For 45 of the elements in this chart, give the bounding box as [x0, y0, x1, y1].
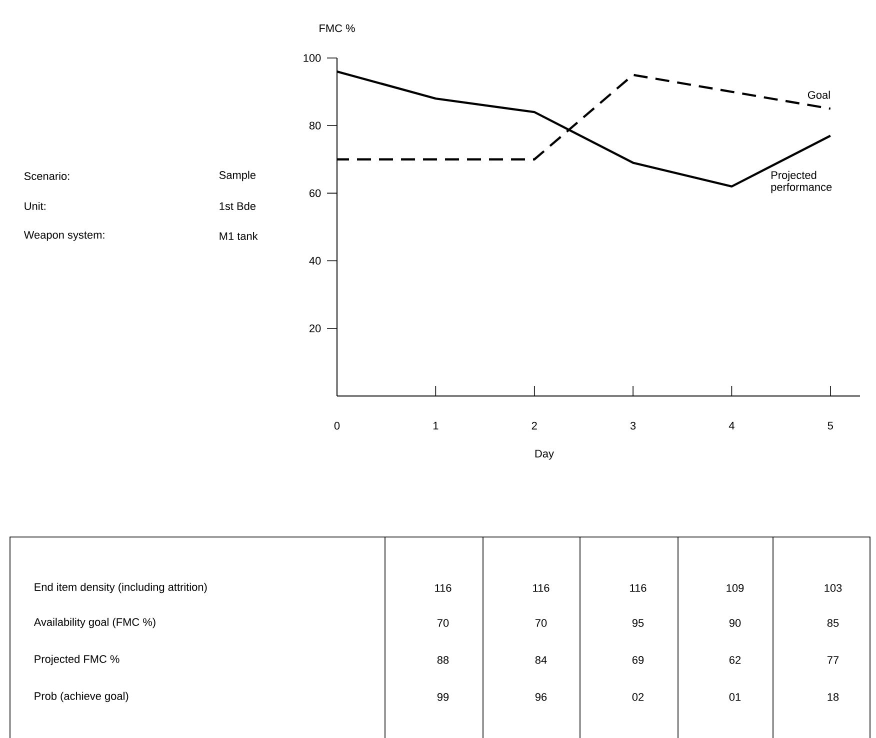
text: Projected FMC %	[34, 654, 120, 665]
y-axis-title: FMC %	[320, 24, 355, 32]
text: 90	[729, 618, 741, 627]
text: 69	[632, 656, 644, 664]
x-tick-label: 4	[728, 422, 734, 430]
y-tick-label: 80	[309, 122, 321, 130]
x-tick-label: 0	[334, 422, 340, 430]
text: 109	[726, 584, 744, 592]
text: Weapon system:	[24, 230, 104, 241]
text: 116	[533, 584, 550, 592]
x-tick-label: 2	[532, 422, 537, 430]
y-tick-label: 20	[310, 324, 321, 332]
x-tick-label: 5	[828, 422, 833, 430]
text: 96	[535, 692, 547, 701]
text: 88	[437, 656, 449, 664]
text: Unit:	[24, 202, 46, 210]
text: 62	[729, 656, 741, 664]
series-label: Goal	[808, 90, 830, 99]
text: 77	[827, 656, 839, 664]
text: 1st Bde	[220, 202, 256, 210]
text: 70	[437, 618, 449, 627]
text: 116	[435, 584, 452, 592]
text: End item density (including attrition)	[34, 582, 207, 593]
text: 103	[824, 584, 842, 592]
text: 99	[437, 692, 449, 701]
text: 116	[630, 584, 646, 592]
x-axis-title: Day	[535, 450, 554, 460]
text: 85	[827, 618, 839, 627]
y-tick-label: 60	[310, 189, 321, 197]
text: M1 tank	[220, 232, 258, 240]
x-tick-label: 3	[630, 422, 636, 430]
series-label: Projected performance	[771, 170, 832, 193]
text: 95	[632, 618, 644, 627]
x-tick-label: 1	[433, 422, 438, 430]
text: Scenario:	[24, 172, 70, 180]
text: 70	[535, 618, 547, 627]
y-tick-label: 40	[309, 256, 321, 264]
text: Sample	[219, 170, 256, 181]
text: 01	[729, 692, 741, 701]
text: Availability goal (FMC %)	[34, 618, 156, 628]
text: 18	[828, 692, 839, 701]
text: Prob (achieve goal)	[34, 692, 128, 702]
y-tick-label: 100	[304, 54, 321, 62]
text: 02	[632, 692, 644, 701]
text: 84	[535, 656, 547, 664]
